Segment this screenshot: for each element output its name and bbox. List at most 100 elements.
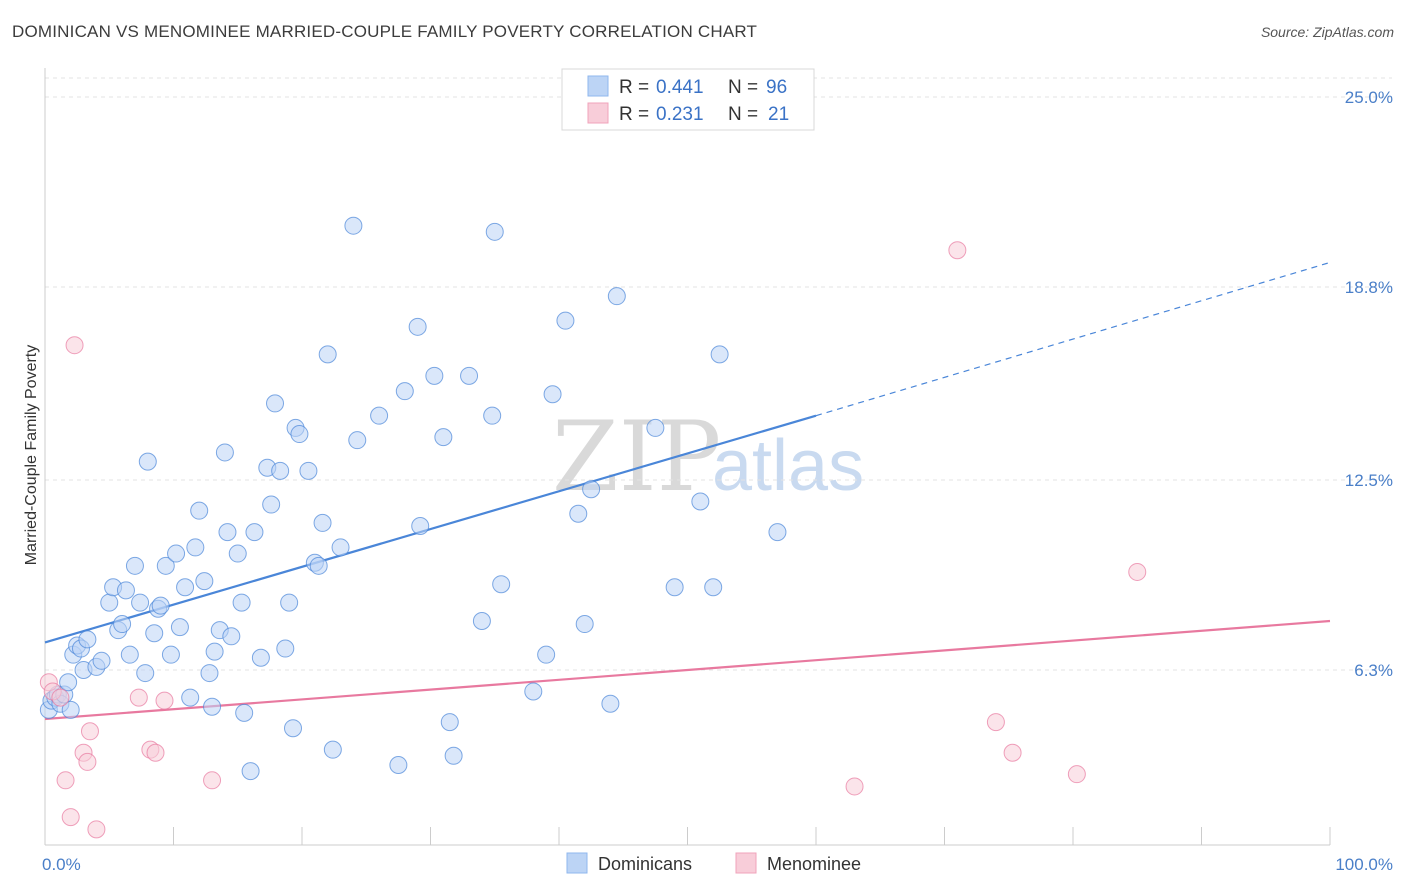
point-dominicans-71: [408, 317, 427, 336]
point-dominicans-81: [492, 575, 511, 594]
point-menominee-17: [986, 713, 1005, 732]
point-dominicans-22: [131, 593, 150, 612]
bottom-legend-label-menominee: Menominee: [767, 854, 861, 874]
point-menominee-18: [1003, 743, 1022, 762]
point-dominicans-63: [318, 345, 337, 364]
point-dominicans-44: [228, 544, 247, 563]
legend-row-menominee: R = 0.231 N = 21: [587, 102, 789, 125]
point-menominee-19: [1067, 765, 1086, 784]
series-menominee: [39, 241, 1147, 839]
point-dominicans-58: [290, 425, 309, 444]
source-credit: Source: ZipAtlas.com: [1260, 24, 1394, 40]
legend-r-value-dominicans: 0.441: [656, 77, 704, 98]
point-dominicans-75: [440, 713, 459, 732]
point-menominee-7: [78, 752, 97, 771]
point-dominicans-31: [170, 618, 189, 637]
point-dominicans-55: [280, 593, 299, 612]
point-dominicans-14: [92, 651, 111, 670]
point-dominicans-30: [167, 544, 186, 563]
watermark-zip: ZIP: [552, 401, 721, 513]
bottom-legend-label-dominicans: Dominicans: [598, 854, 692, 874]
point-dominicans-51: [262, 495, 281, 514]
point-dominicans-91: [646, 418, 665, 437]
point-menominee-5: [65, 336, 84, 355]
trendline-dominicans: [44, 414, 817, 644]
point-dominicans-38: [203, 697, 222, 716]
point-menominee-14: [203, 771, 222, 790]
point-dominicans-53: [271, 461, 290, 480]
point-dominicans-78: [472, 611, 491, 630]
point-dominicans-61: [309, 556, 328, 575]
y-axis-title: Married-Couple Family Poverty: [23, 345, 40, 566]
legend-n-value-menominee: 21: [768, 104, 789, 125]
point-dominicans-43: [222, 627, 241, 646]
legend-r-value-menominee: 0.231: [656, 104, 704, 125]
point-dominicans-20: [120, 645, 139, 664]
point-dominicans-49: [251, 648, 270, 667]
point-dominicans-62: [313, 513, 332, 532]
point-dominicans-48: [245, 523, 264, 542]
point-dominicans-12: [78, 630, 97, 649]
watermark: ZIP atlas: [552, 401, 864, 513]
point-dominicans-18: [113, 615, 132, 634]
point-dominicans-29: [161, 645, 180, 664]
point-dominicans-67: [348, 431, 367, 450]
point-menominee-9: [87, 820, 106, 839]
legend-swatch-dominicans: [587, 75, 609, 97]
y-tick-label-0: 6.3%: [1354, 661, 1393, 680]
point-dominicans-94: [704, 578, 723, 597]
bottom-legend-swatch-dominicans: [566, 852, 588, 874]
legend-row-dominicans: R = 0.441 N = 96: [587, 75, 787, 98]
legend-r-label: R =: [619, 77, 649, 98]
point-dominicans-88: [582, 480, 601, 499]
point-dominicans-56: [284, 719, 303, 738]
point-menominee-15: [845, 777, 864, 796]
point-menominee-3: [56, 771, 75, 790]
point-dominicans-45: [232, 593, 251, 612]
point-dominicans-28: [156, 556, 175, 575]
point-menominee-10: [129, 688, 148, 707]
legend-n-label: N =: [728, 104, 758, 125]
point-dominicans-15: [100, 593, 119, 612]
point-dominicans-86: [569, 504, 588, 523]
point-dominicans-6: [59, 673, 78, 692]
point-dominicans-37: [200, 664, 219, 683]
bottom-legend-swatch-menominee: [735, 852, 757, 874]
point-dominicans-23: [136, 664, 155, 683]
legend-n-value-dominicans: 96: [766, 77, 787, 98]
legend-swatch-menominee: [587, 102, 609, 124]
point-dominicans-89: [601, 694, 620, 713]
chart-title: DOMINICAN VS MENOMINEE MARRIED-COUPLE FA…: [12, 22, 758, 41]
point-dominicans-42: [218, 523, 237, 542]
point-dominicans-83: [537, 645, 556, 664]
point-dominicans-82: [524, 682, 543, 701]
y-tick-label-2: 18.8%: [1345, 278, 1393, 297]
point-dominicans-32: [176, 578, 195, 597]
point-menominee-8: [80, 722, 99, 741]
legend: R = 0.441 N = 96 R = 0.231 N = 21: [561, 68, 815, 131]
point-dominicans-95: [710, 345, 729, 364]
point-dominicans-79: [483, 406, 502, 425]
point-menominee-16: [948, 241, 967, 260]
point-dominicans-46: [235, 703, 254, 722]
bottom-legend: Dominicans Menominee: [566, 852, 861, 874]
point-dominicans-73: [425, 366, 444, 385]
point-dominicans-7: [61, 700, 80, 719]
point-dominicans-52: [266, 394, 285, 413]
point-dominicans-66: [344, 216, 363, 235]
point-dominicans-21: [125, 556, 144, 575]
series-dominicans: [39, 216, 787, 781]
point-dominicans-70: [395, 382, 414, 401]
point-dominicans-47: [241, 762, 260, 781]
point-dominicans-25: [145, 624, 164, 643]
point-dominicans-69: [389, 755, 408, 774]
x-tick-labels: 0.0% 100.0%: [42, 855, 1393, 874]
point-menominee-20: [1128, 562, 1147, 581]
legend-r-label: R =: [619, 104, 649, 125]
point-dominicans-33: [181, 688, 200, 707]
point-dominicans-65: [331, 538, 350, 557]
point-dominicans-64: [323, 740, 342, 759]
point-dominicans-41: [215, 443, 234, 462]
point-dominicans-93: [691, 492, 710, 511]
